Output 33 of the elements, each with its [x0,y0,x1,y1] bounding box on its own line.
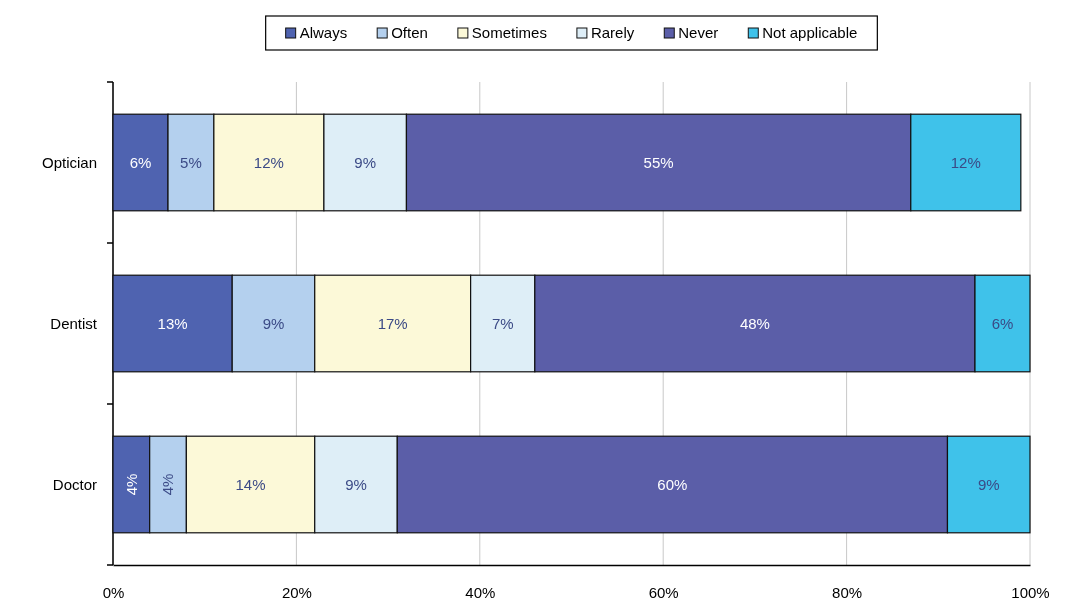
x-tick-label: 40% [465,583,496,601]
legend-label: Often [391,24,428,42]
data-label: 55% [643,153,674,171]
x-tick-label: 0% [102,583,125,601]
legend-label: Not applicable [762,24,858,42]
data-label: 4% [159,473,177,496]
y-tick-label: Optician [41,153,97,171]
data-label: 12% [950,153,981,171]
data-label: 14% [235,475,266,493]
data-label: 7% [491,314,514,332]
y-tick-label: Dentist [50,314,98,332]
x-tick-label: 80% [832,583,863,601]
data-label: 6% [991,314,1014,332]
data-label: 5% [180,153,202,171]
data-label: 17% [377,314,408,332]
x-tick-label: 60% [648,583,679,601]
data-label: 4% [122,473,140,496]
data-label: 9% [345,475,367,493]
legend-label: Sometimes [471,24,547,42]
legend-label: Never [678,24,719,42]
legend-label: Rarely [590,24,635,42]
data-label: 6% [129,153,152,171]
data-label: 12% [253,153,284,171]
x-tick-label: 20% [281,583,312,601]
data-label: 9% [977,475,1000,493]
data-label: 48% [739,314,770,332]
y-tick-label: Doctor [52,475,97,493]
data-label: 60% [657,475,688,493]
legend-label: Always [299,24,348,42]
data-label: 9% [262,314,285,332]
data-label: 9% [354,153,377,171]
x-tick-label: 100% [1011,583,1050,601]
data-label: 13% [157,314,188,332]
